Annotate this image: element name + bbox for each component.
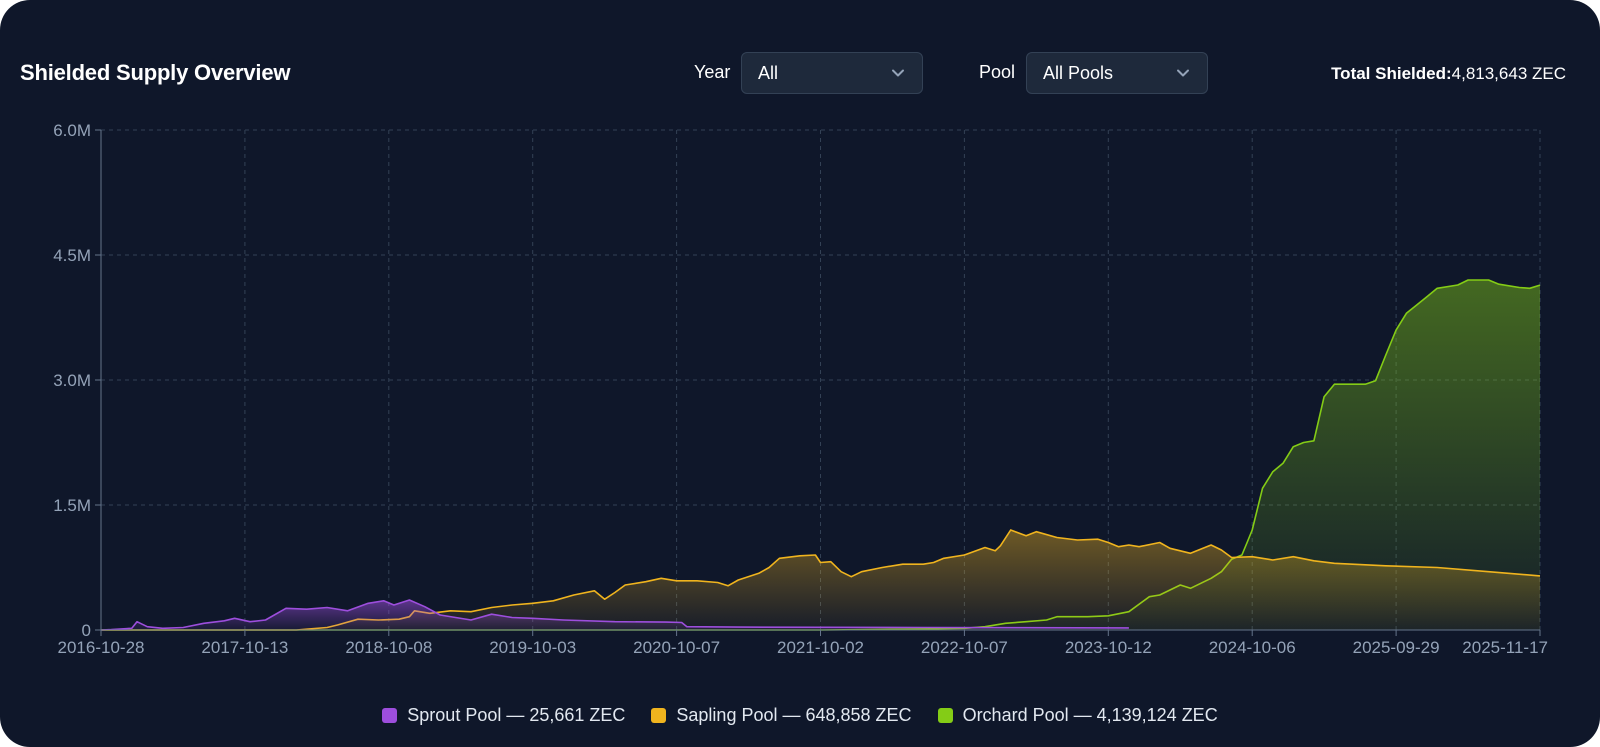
total-shielded: Total Shielded:4,813,643 ZEC [1331,64,1566,84]
legend-swatch [651,708,667,723]
chart-title: Shielded Supply Overview [20,60,291,85]
pool-select-value: All Pools [1043,63,1114,83]
legend-item[interactable]: Sapling Pool — 648,858 ZEC [651,705,912,726]
legend-label: Orchard Pool — 4,139,124 ZEC [962,705,1218,725]
x-tick-label: 2020-10-07 [633,638,720,657]
y-tick-label: 3.0M [53,371,91,390]
legend-swatch [937,708,953,723]
total-shielded-label: Total Shielded: [1331,64,1452,83]
legend-label: Sprout Pool — 25,661 ZEC [407,705,626,725]
pool-filter-label: Pool [979,62,1016,82]
x-tick-label: 2024-10-06 [1209,638,1296,657]
year-select[interactable]: All [741,52,923,94]
y-tick-label: 1.5M [53,496,91,515]
x-tick-label: 2023-10-12 [1065,638,1152,657]
y-tick-label: 4.5M [53,246,91,265]
sapling-pool-line [101,529,1541,631]
x-tick-label: 2016-10-28 [58,638,145,657]
legend-item[interactable]: Orchard Pool — 4,139,124 ZEC [937,705,1218,726]
chart-areas [100,279,1541,631]
x-tick-label: 2019-10-03 [489,638,576,657]
chevron-down-icon [892,69,904,77]
y-tick-label: 0 [82,621,91,640]
year-filter-label: Year [694,62,731,82]
x-tick-label: 2021-10-02 [777,638,864,657]
legend-item[interactable]: Sprout Pool — 25,661 ZEC [382,705,625,726]
x-tick-label: 2017-10-13 [201,638,288,657]
x-tick-label: 2022-10-07 [921,638,1008,657]
sprout-pool-line [100,599,1129,631]
legend-swatch [382,708,398,723]
chevron-down-icon [1177,69,1189,77]
x-tick-label: 2018-10-08 [345,638,432,657]
chart-legend: Sprout Pool — 25,661 ZEC Sapling Pool — 6… [0,705,1600,726]
x-tick-label: 2025-11-17 [1462,638,1548,657]
year-select-value: All [758,63,779,83]
chart-axes: 0 1.5M 3.0M 4.5M 6.0M 2016-10-28 2017-10-13 201… [53,121,1548,657]
pool-select[interactable]: All Pools [1026,52,1208,94]
legend-label: Sapling Pool — 648,858 ZEC [676,705,912,725]
total-shielded-value: 4,813,643 ZEC [1451,64,1566,83]
sapling-pool-area [101,530,1540,630]
x-tick-label: 2025-09-29 [1353,638,1440,657]
y-tick-label: 6.0M [53,121,91,140]
